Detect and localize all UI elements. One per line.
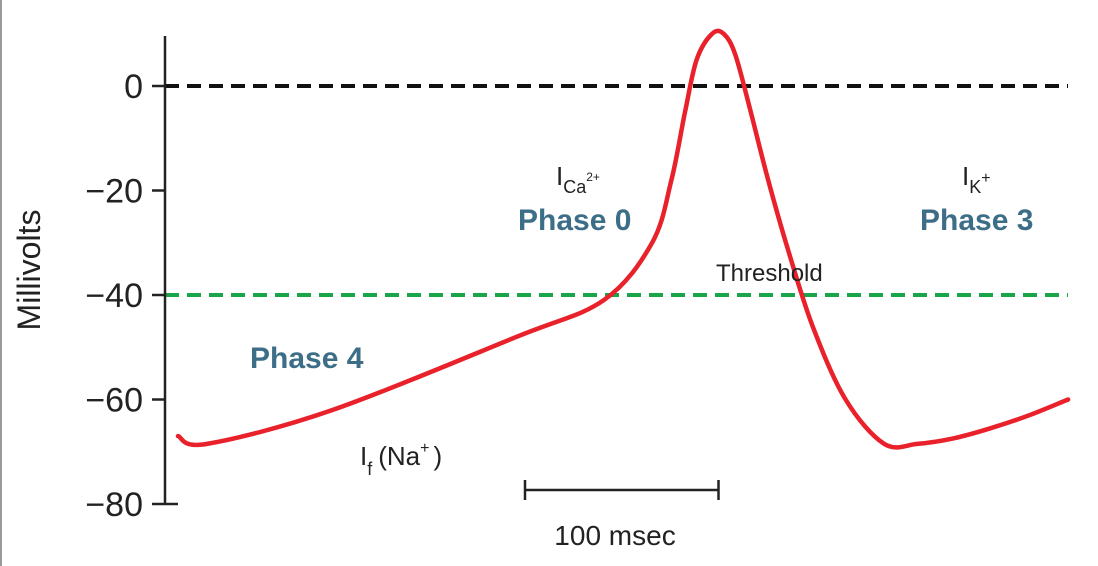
y-tick-label: −60 bbox=[85, 382, 143, 420]
y-tick-label: −40 bbox=[85, 277, 143, 315]
funny-current-close: ) bbox=[434, 441, 443, 471]
phase-4-label: Phase 4 bbox=[250, 342, 364, 375]
potassium-current-subscript: K bbox=[969, 177, 981, 197]
funny-current-symbol: I bbox=[360, 441, 367, 471]
phase-3-label: Phase 3 bbox=[920, 204, 1033, 237]
funny-current-ion: (Na bbox=[378, 441, 420, 471]
y-tick-label: −80 bbox=[85, 486, 143, 524]
scale-bar-label: 100 msec bbox=[554, 520, 675, 551]
calcium-current-subscript: Ca bbox=[563, 177, 587, 197]
action-potential-curve bbox=[175, 28, 1071, 450]
potassium-current-charge: + bbox=[981, 170, 990, 187]
funny-current-subscript: f bbox=[367, 459, 373, 479]
funny-current-label: If (Na+) bbox=[360, 440, 442, 479]
calcium-current-charge: 2+ bbox=[586, 170, 600, 184]
phase-0-label: Phase 0 bbox=[518, 204, 631, 237]
y-tick-label: 0 bbox=[124, 68, 143, 106]
funny-current-charge: + bbox=[420, 440, 429, 457]
y-axis-title: Millivolts bbox=[11, 210, 47, 331]
threshold-label: Threshold bbox=[716, 260, 823, 287]
calcium-current-symbol: I bbox=[556, 161, 563, 191]
calcium-current-label: ICa2+ bbox=[556, 161, 600, 197]
y-tick-label: −20 bbox=[85, 173, 143, 211]
potassium-current-label: IK+ bbox=[962, 161, 991, 197]
potassium-current-symbol: I bbox=[962, 161, 969, 191]
